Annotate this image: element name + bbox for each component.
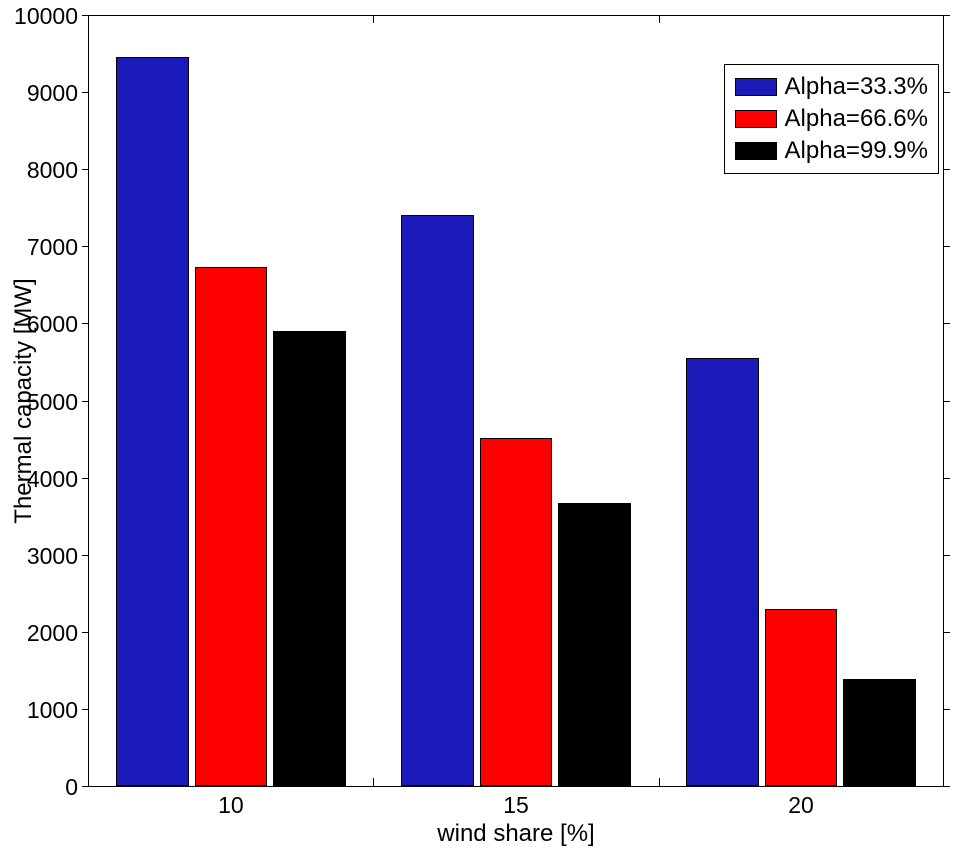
y-tick-label: 9000: [27, 80, 78, 107]
legend-label: Alpha=99.9%: [785, 137, 928, 165]
bar: [686, 358, 759, 786]
legend-swatch: [735, 78, 777, 96]
thermal-capacity-chart: Thermal capacity [MW] wind share [%] Alp…: [0, 0, 959, 858]
y-tick-label: 4000: [27, 466, 78, 493]
x-tick-label: 10: [211, 792, 251, 819]
legend-item: Alpha=66.6%: [735, 103, 928, 135]
legend-label: Alpha=66.6%: [785, 105, 928, 133]
y-tick-label: 1000: [27, 697, 78, 724]
y-tick-label: 2000: [27, 620, 78, 647]
bar: [273, 331, 346, 786]
x-tick-label: 15: [496, 792, 536, 819]
bar: [765, 609, 838, 786]
bar: [116, 57, 189, 786]
y-tick-label: 6000: [27, 311, 78, 338]
legend-swatch: [735, 110, 777, 128]
y-tick-label: 7000: [27, 234, 78, 261]
legend: Alpha=33.3% Alpha=66.6% Alpha=99.9%: [724, 64, 939, 174]
bar: [401, 215, 474, 786]
y-tick-label: 5000: [27, 389, 78, 416]
y-tick-label: 8000: [27, 157, 78, 184]
bar: [195, 267, 268, 786]
y-tick-label: 3000: [27, 543, 78, 570]
x-axis-title: wind share [%]: [416, 820, 616, 848]
x-tick-label: 20: [781, 792, 821, 819]
bar: [480, 438, 553, 786]
y-tick-label: 10000: [14, 3, 78, 30]
legend-item: Alpha=99.9%: [735, 135, 928, 167]
legend-item: Alpha=33.3%: [735, 71, 928, 103]
legend-swatch: [735, 142, 777, 160]
bar: [558, 503, 631, 786]
y-tick-label: 0: [65, 774, 78, 801]
legend-label: Alpha=33.3%: [785, 73, 928, 101]
bar: [843, 679, 916, 786]
